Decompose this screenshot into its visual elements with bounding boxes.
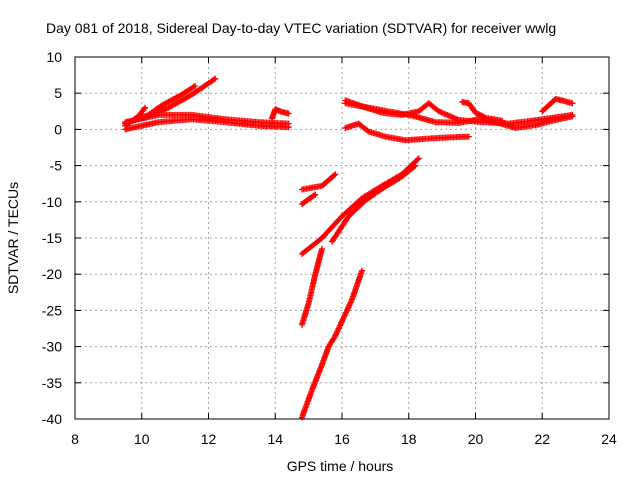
data-point xyxy=(359,267,365,274)
x-tick-label: 10 xyxy=(134,431,150,447)
x-tick-label: 22 xyxy=(534,431,550,447)
x-tick-label: 12 xyxy=(201,431,217,447)
y-axis-label: SDTVAR / TECUs xyxy=(5,182,21,294)
y-tick-label: 5 xyxy=(54,85,62,101)
y-tick-label: 0 xyxy=(54,121,62,137)
tick-labels: 8 10 12 14 16 18 20 22 24 10 5 0 -5 -10 -15 -20 -25 -30 -3… xyxy=(42,49,617,447)
data-point xyxy=(311,192,318,199)
data-point xyxy=(285,110,292,117)
data-point xyxy=(142,104,149,111)
y-tick-label: -10 xyxy=(42,194,62,210)
data-point xyxy=(212,75,219,82)
data-point xyxy=(210,76,217,83)
data-point xyxy=(499,117,506,124)
data-point xyxy=(141,105,148,112)
y-tick-label: -35 xyxy=(42,375,62,391)
data-point xyxy=(465,133,472,140)
y-tick-label: -20 xyxy=(42,266,62,282)
data-point xyxy=(415,155,422,162)
data-points xyxy=(122,75,576,421)
x-tick-label: 18 xyxy=(401,431,417,447)
x-axis-label: GPS time / hours xyxy=(287,458,394,474)
y-tick-label: -40 xyxy=(42,411,62,427)
y-tick-label: -15 xyxy=(42,230,62,246)
data-point xyxy=(319,245,325,252)
data-point xyxy=(190,83,197,90)
data-point xyxy=(312,191,319,198)
data-point xyxy=(192,83,199,89)
y-tick-label: -25 xyxy=(42,302,62,318)
x-tick-label: 8 xyxy=(71,431,79,447)
chart-title: Day 081 of 2018, Sidereal Day-to-day VTE… xyxy=(46,20,556,36)
data-point xyxy=(412,162,419,169)
data-point xyxy=(414,156,421,163)
data-point xyxy=(332,171,339,178)
y-tick-label: -5 xyxy=(50,158,63,174)
y-tick-label: -30 xyxy=(42,339,62,355)
x-tick-label: 20 xyxy=(468,431,484,447)
x-tick-label: 24 xyxy=(601,431,617,447)
y-tick-label: 10 xyxy=(46,49,62,65)
data-point xyxy=(569,113,576,120)
axis-ticks xyxy=(74,56,610,420)
data-point xyxy=(285,124,292,131)
x-tick-label: 16 xyxy=(334,431,350,447)
data-point xyxy=(411,163,418,170)
data-point xyxy=(331,172,338,179)
x-tick-label: 14 xyxy=(267,431,283,447)
data-point xyxy=(569,100,576,107)
